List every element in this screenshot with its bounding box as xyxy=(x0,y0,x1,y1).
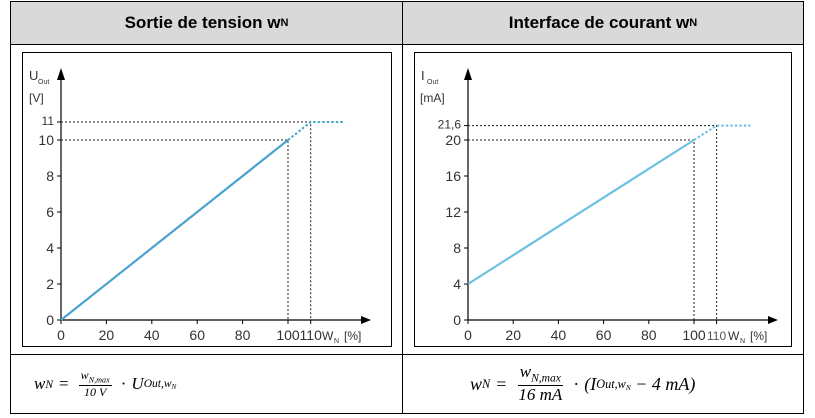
formula-right-tail: − 4 mA) xyxy=(630,373,696,394)
header-left-sub: N xyxy=(280,17,289,29)
chart-1-y-tick-label-2: 12 xyxy=(445,204,461,220)
chart-1-series-1 xyxy=(693,124,751,141)
chart-0-y-tick-label-6: 11 xyxy=(42,114,55,128)
table-border-right xyxy=(803,1,804,414)
chart-1-x-tick-label-0: 0 xyxy=(464,327,472,343)
chart-1-y-axis-arrow xyxy=(464,68,472,80)
chart-0-y-tick-label-1: 2 xyxy=(46,276,54,292)
chart-1-y-tick-label-0: 4 xyxy=(453,276,461,292)
chart-1-x-axis-arrow xyxy=(768,316,778,324)
formula-left-dot: · xyxy=(120,374,127,393)
formula-left-rhs: U xyxy=(131,374,144,393)
table-border-bottom xyxy=(10,413,804,414)
formula-right-lhs-sub: N xyxy=(482,376,491,391)
chart-0-series-0 xyxy=(60,139,289,321)
table-border-top xyxy=(10,1,804,2)
formula-left-rhs-sub2: N xyxy=(171,384,177,391)
formula-left-lhs: w xyxy=(34,374,46,393)
chart-1-x-tick-label-5: 100 xyxy=(682,327,706,343)
chart-0-x-label-unit: [%] xyxy=(344,329,361,343)
chart-0-y-tick-label-4: 8 xyxy=(46,168,54,184)
chart-0-x-tick-label-4: 80 xyxy=(235,327,251,343)
table-border-mid xyxy=(10,354,804,355)
formula-left-lhs-sub: N xyxy=(45,377,54,391)
formula-right-num: w xyxy=(519,362,532,382)
chart-1-x-tick-label-3: 60 xyxy=(596,327,612,343)
chart-1-x-label: W xyxy=(728,329,740,343)
chart-1-y-tick-label-1: 8 xyxy=(453,240,461,256)
header-left-text: Sortie de tension w xyxy=(124,13,281,32)
chart-0-y-tick-label-3: 6 xyxy=(46,204,54,220)
chart-0-x-tick-label-5: 100 xyxy=(276,327,300,343)
formula-right-rhs-sub2: N xyxy=(625,382,631,392)
chart-0-y-tick-label-0: 0 xyxy=(46,312,54,328)
formula-left-num: w xyxy=(80,367,89,382)
chart-0-y-label-sub: Out xyxy=(38,79,49,86)
chart-0-y-tick-label-2: 4 xyxy=(46,240,54,256)
chart-1-ref-line-1 xyxy=(468,125,718,320)
chart-1-x-tick-label-1: 20 xyxy=(505,327,521,343)
formula-right-rhs-sub: Out,w xyxy=(596,376,626,391)
chart-0-series-1 xyxy=(287,121,345,141)
table-border-left xyxy=(10,1,11,414)
chart-0-x-tick-label-3: 60 xyxy=(189,327,205,343)
chart-1-series-0 xyxy=(467,139,695,285)
formula-right-eq: = xyxy=(496,373,507,394)
chart-0-y-axis-arrow xyxy=(57,68,65,80)
chart-1-x-label-unit: [%] xyxy=(750,329,767,343)
table-border-header xyxy=(10,44,804,45)
chart-1-y-label-unit: [mA] xyxy=(420,91,445,105)
chart-right-frame xyxy=(414,52,792,347)
table-border-center xyxy=(402,1,403,414)
chart-1-x-tick-label-4: 80 xyxy=(641,327,657,343)
formula-left-den: 10 V xyxy=(84,385,107,400)
chart-0-y-label-unit: [V] xyxy=(29,91,44,105)
formula-right-fraction: wN,max 16 mA xyxy=(516,362,564,405)
chart-0-x-tick-label-2: 40 xyxy=(144,327,160,343)
chart-1-x-label-sub: N xyxy=(740,338,745,345)
formula-right-num-sub: N,max xyxy=(531,371,561,385)
formula-left-eq: = xyxy=(59,374,69,393)
formula-right-dot: · xyxy=(573,373,580,394)
chart-1-y-zero-label: 0 xyxy=(453,312,461,328)
formula-left-fraction: wN,max 10 V xyxy=(78,367,112,400)
chart-1-y-label: I xyxy=(421,68,425,83)
chart-0-y-label: U xyxy=(29,68,38,83)
chart-1-x-tick-label-6: 110 xyxy=(707,329,726,343)
chart-left-frame xyxy=(22,52,392,347)
chart-1-x-tick-label-2: 40 xyxy=(551,327,567,343)
formula-left-num-sub: N,max xyxy=(88,375,110,385)
formula-left-rhs-sub: Out,w xyxy=(143,377,172,390)
chart-0-y-tick-label-5: 10 xyxy=(38,132,54,148)
chart-0-x-tick-label-0: 0 xyxy=(57,327,65,343)
chart-0-x-axis-arrow xyxy=(361,316,371,324)
formula-right-lhs: w xyxy=(470,373,483,394)
header-right-text: Interface de courant w xyxy=(508,13,690,32)
chart-0-x-label: W xyxy=(322,329,334,343)
chart-1-ref-line-0 xyxy=(468,139,695,320)
formula-right-den: 16 mA xyxy=(518,385,563,405)
chart-0-x-tick-label-6: 110 xyxy=(300,327,323,343)
chart-1-y-tick-label-4: 20 xyxy=(445,132,461,148)
chart-0-x-tick-label-1: 20 xyxy=(99,327,115,343)
chart-0-x-label-sub: N xyxy=(334,338,339,345)
formula-right-open: (I xyxy=(584,373,597,394)
header-right-sub: N xyxy=(689,17,698,29)
chart-1-y-tick-label-5: 21,6 xyxy=(438,118,462,132)
chart-1-y-label-sub: Out xyxy=(427,79,438,86)
chart-1-y-tick-label-3: 16 xyxy=(445,168,461,184)
